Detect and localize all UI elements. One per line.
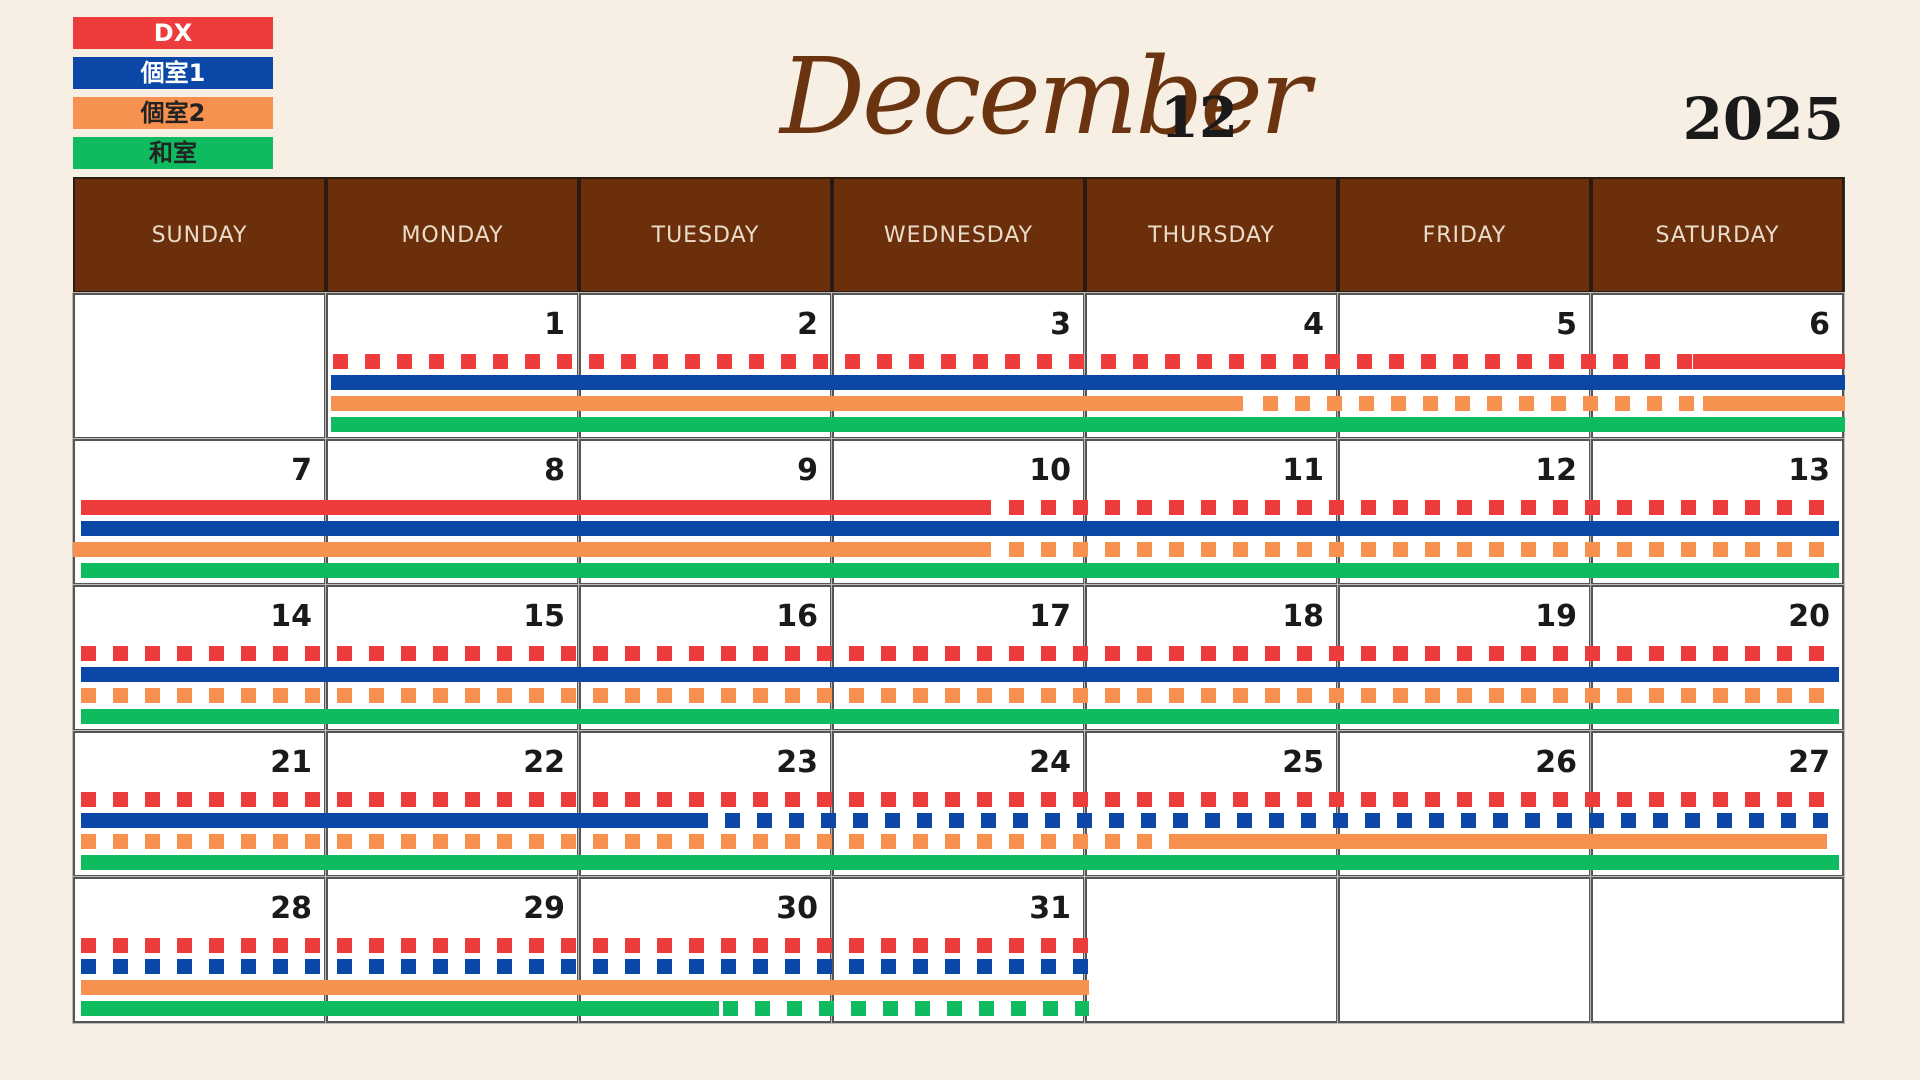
availability-dotted-bar <box>333 354 1773 369</box>
availability-solid-bar <box>331 375 1845 390</box>
month-number: 12 <box>1160 85 1238 151</box>
day-number: 29 <box>523 891 565 926</box>
day-number: 14 <box>270 599 312 634</box>
availability-solid-bar <box>331 396 1243 411</box>
year: 2025 <box>1682 85 1844 153</box>
day-number: 18 <box>1282 599 1324 634</box>
day-number: 22 <box>523 745 565 780</box>
availability-dotted-bar <box>1009 500 1839 515</box>
day-number: 28 <box>270 891 312 926</box>
day-number: 31 <box>1029 891 1071 926</box>
availability-solid-bar <box>81 813 693 828</box>
availability-solid-bar <box>81 500 991 515</box>
availability-solid-bar <box>1171 834 1827 849</box>
day-number: 11 <box>1282 453 1324 488</box>
day-number: 21 <box>270 745 312 780</box>
day-number: 15 <box>523 599 565 634</box>
availability-dotted-bar <box>1263 396 1733 411</box>
availability-solid-bar <box>1693 354 1845 369</box>
day-number: 5 <box>1556 307 1577 342</box>
legend-item-japanese-room: 和室 <box>73 137 273 169</box>
availability-solid-bar <box>81 855 1839 870</box>
day-number: 16 <box>776 599 818 634</box>
availability-dotted-bar <box>81 688 1839 703</box>
legend-item-dx: DX <box>73 17 273 49</box>
weekday-header-row: SUNDAY MONDAY TUESDAY WEDNESDAY THURSDAY… <box>73 177 1845 293</box>
day-number: 13 <box>1788 453 1830 488</box>
day-cell[interactable] <box>72 292 327 440</box>
month-name: December <box>780 35 1311 158</box>
availability-dotted-bar <box>81 792 1839 807</box>
availability-solid-bar <box>81 709 1839 724</box>
day-number: 23 <box>776 745 818 780</box>
day-number: 2 <box>797 307 818 342</box>
day-number: 24 <box>1029 745 1071 780</box>
availability-solid-bar <box>81 667 1839 682</box>
calendar-grid: SUNDAY MONDAY TUESDAY WEDNESDAY THURSDAY… <box>72 177 1845 1024</box>
day-number: 10 <box>1029 453 1071 488</box>
availability-solid-bar <box>81 521 1839 536</box>
availability-solid-bar <box>81 563 1839 578</box>
day-number: 1 <box>544 307 565 342</box>
weekday-sunday: SUNDAY <box>73 177 326 293</box>
day-number: 17 <box>1029 599 1071 634</box>
availability-solid-bar <box>331 417 1845 432</box>
day-number: 30 <box>776 891 818 926</box>
day-number: 4 <box>1303 307 1324 342</box>
day-number: 20 <box>1788 599 1830 634</box>
availability-dotted-bar <box>81 959 1089 974</box>
day-grid: 1 2 3 4 5 6 7 8 9 10 11 12 13 14 15 16 17 18 19 20 21 22 23 24 2… <box>72 292 1845 1024</box>
weekday-saturday: SATURDAY <box>1591 177 1844 293</box>
availability-solid-bar <box>73 542 991 557</box>
day-number: 19 <box>1535 599 1577 634</box>
day-number: 3 <box>1050 307 1071 342</box>
availability-solid-bar <box>81 1001 719 1016</box>
weekday-thursday: THURSDAY <box>1085 177 1338 293</box>
day-number: 6 <box>1809 307 1830 342</box>
day-cell[interactable] <box>1337 876 1592 1024</box>
availability-dotted-bar <box>1009 542 1839 557</box>
weekday-monday: MONDAY <box>326 177 579 293</box>
day-number: 26 <box>1535 745 1577 780</box>
weekday-wednesday: WEDNESDAY <box>832 177 1085 293</box>
legend-item-private-room-1: 個室1 <box>73 57 273 89</box>
day-number: 27 <box>1788 745 1830 780</box>
day-number: 7 <box>291 453 312 488</box>
weekday-friday: FRIDAY <box>1338 177 1591 293</box>
legend-item-private-room-2: 個室2 <box>73 97 273 129</box>
room-legend: DX 個室1 個室2 和室 <box>73 17 273 177</box>
day-number: 9 <box>797 453 818 488</box>
day-cell[interactable] <box>1590 876 1845 1024</box>
day-number: 8 <box>544 453 565 488</box>
weekday-tuesday: TUESDAY <box>579 177 832 293</box>
availability-solid-bar <box>81 980 1089 995</box>
availability-dotted-bar <box>81 646 1839 661</box>
day-cell[interactable] <box>1084 876 1339 1024</box>
day-number: 25 <box>1282 745 1324 780</box>
availability-dotted-bar <box>693 813 1839 828</box>
day-number: 12 <box>1535 453 1577 488</box>
availability-solid-bar <box>1703 396 1845 411</box>
availability-dotted-bar <box>81 938 1089 953</box>
availability-dotted-bar <box>81 834 1171 849</box>
availability-dotted-bar <box>723 1001 1089 1016</box>
